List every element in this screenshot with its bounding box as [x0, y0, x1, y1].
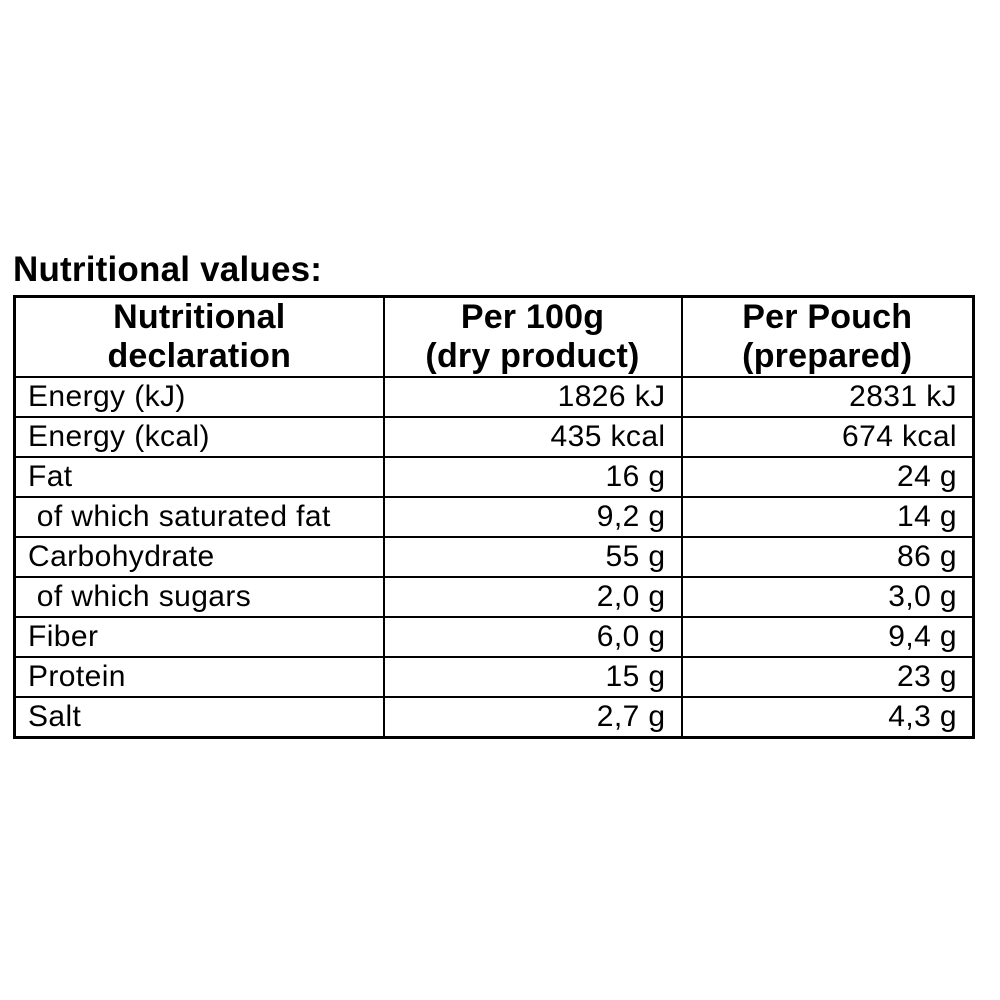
nutrient-name-cell: Salt: [13, 696, 385, 739]
per-pouch-value-cell: 86 g: [680, 536, 975, 578]
per-100g-value-cell: 2,7 g: [382, 696, 683, 739]
per-pouch-value-cell: 3,0 g: [680, 576, 975, 618]
per-100g-value-cell: 435 kcal: [382, 416, 683, 458]
per-pouch-value-cell: 24 g: [680, 456, 975, 498]
table-row-protein: Protein 15 g 23 g: [13, 656, 975, 698]
per-pouch-value-cell: 2831 kJ: [680, 376, 975, 418]
table-row-energy-kcal: Energy (kcal) 435 kcal 674 kcal: [13, 416, 975, 458]
per-100g-value-cell: 15 g: [382, 656, 683, 698]
per-pouch-value-cell: 9,4 g: [680, 616, 975, 658]
per-pouch-value-cell: 674 kcal: [680, 416, 975, 458]
nutrient-name-cell: Energy (kJ): [13, 376, 385, 418]
per-pouch-value-cell: 4,3 g: [680, 696, 975, 739]
column-header-nutritional-declaration: Nutritional declaration: [13, 295, 385, 378]
table-row-saturated-fat: of which saturated fat 9,2 g 14 g: [13, 496, 975, 538]
nutrition-table: Nutritional declaration Per 100g (dry pr…: [13, 295, 975, 739]
nutrient-name-cell: of which sugars: [13, 576, 385, 618]
table-row-fat: Fat 16 g 24 g: [13, 456, 975, 498]
per-100g-value-cell: 16 g: [382, 456, 683, 498]
nutrient-name-cell: of which saturated fat: [13, 496, 385, 538]
table-row-energy-kj: Energy (kJ) 1826 kJ 2831 kJ: [13, 376, 975, 418]
per-100g-value-cell: 6,0 g: [382, 616, 683, 658]
table-header-row: Nutritional declaration Per 100g (dry pr…: [13, 295, 975, 378]
table-row-carbohydrate: Carbohydrate 55 g 86 g: [13, 536, 975, 578]
per-100g-value-cell: 1826 kJ: [382, 376, 683, 418]
table-row-salt: Salt 2,7 g 4,3 g: [13, 696, 975, 739]
nutrient-name-cell: Energy (kcal): [13, 416, 385, 458]
column-header-per-pouch: Per Pouch (prepared): [680, 295, 975, 378]
table-row-sugars: of which sugars 2,0 g 3,0 g: [13, 576, 975, 618]
per-pouch-value-cell: 14 g: [680, 496, 975, 538]
per-100g-value-cell: 55 g: [382, 536, 683, 578]
nutrient-name-cell: Fat: [13, 456, 385, 498]
per-100g-value-cell: 2,0 g: [382, 576, 683, 618]
nutrient-name-cell: Carbohydrate: [13, 536, 385, 578]
column-header-per-100g: Per 100g (dry product): [382, 295, 683, 378]
table-row-fiber: Fiber 6,0 g 9,4 g: [13, 616, 975, 658]
nutrient-name-cell: Protein: [13, 656, 385, 698]
per-pouch-value-cell: 23 g: [680, 656, 975, 698]
nutrient-name-cell: Fiber: [13, 616, 385, 658]
per-100g-value-cell: 9,2 g: [382, 496, 683, 538]
page-title: Nutritional values:: [13, 250, 323, 289]
